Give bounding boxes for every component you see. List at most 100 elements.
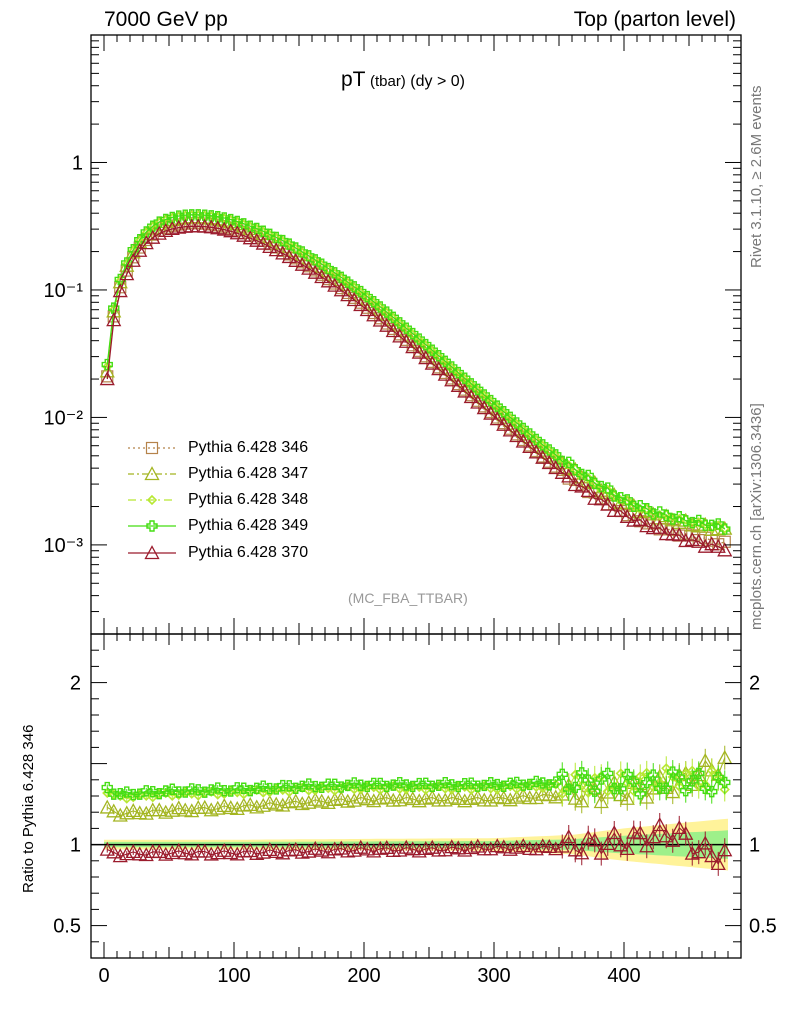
data-point — [691, 533, 707, 548]
ratio-data-point — [671, 820, 687, 835]
ratio-data-point — [593, 845, 609, 860]
ratio-data-point — [589, 785, 601, 797]
ratio-data-point — [333, 840, 349, 855]
ratio-data-point — [112, 807, 128, 822]
axes: 1 10⁻¹ 10⁻² 10⁻³ 0.5 0.5 1 1 2 2 0 100 200 300 400 — [44, 34, 777, 987]
ratio-data-point — [491, 778, 503, 791]
ratio-data-point — [171, 842, 187, 857]
y-tick-label: 10⁻¹ — [44, 280, 84, 302]
data-point — [556, 463, 569, 477]
ratio-data-point — [99, 799, 115, 814]
data-point — [125, 252, 141, 267]
data-point — [218, 212, 230, 224]
ratio-data-point — [366, 793, 382, 808]
data-point — [509, 428, 525, 443]
data-point — [710, 538, 726, 553]
data-point — [327, 277, 343, 292]
ratio-data-point — [333, 791, 349, 806]
data-point — [576, 468, 588, 481]
ratio-data-point — [112, 848, 128, 863]
data-point — [353, 297, 369, 312]
ratio-data-point — [301, 843, 317, 858]
ratio-data-point — [470, 838, 486, 853]
data-point — [522, 439, 538, 454]
data-point — [119, 266, 135, 281]
ratio-data-point — [411, 793, 427, 808]
ratio-data-point — [301, 794, 317, 809]
ratio-data-point — [138, 847, 154, 862]
data-point — [600, 496, 616, 511]
ratio-data-point — [106, 803, 122, 818]
data-point — [680, 515, 692, 527]
ratio-data-point — [647, 769, 659, 781]
data-point — [405, 339, 421, 354]
ratio-data-point — [515, 838, 531, 853]
ratio-data-point — [314, 793, 330, 808]
legend-symbol — [146, 494, 158, 506]
ratio-data-point — [184, 803, 200, 818]
data-point — [580, 473, 596, 488]
data-point — [424, 355, 440, 370]
ratio-data-point — [275, 797, 291, 812]
ratio-data-point — [229, 801, 245, 816]
data-point — [132, 242, 148, 257]
ratio-data-point — [583, 787, 594, 798]
ratio-data-point — [639, 789, 655, 804]
ratio-data-point — [249, 799, 265, 814]
x-tick-label: 300 — [477, 965, 510, 987]
ratio-data-point — [288, 841, 304, 856]
data-point — [359, 302, 375, 317]
data-point — [314, 269, 330, 284]
data-point — [212, 211, 224, 223]
series-pythia-6.428-347 — [99, 209, 733, 536]
ratio-data-point — [567, 790, 583, 805]
ratio-data-point — [158, 846, 174, 861]
data-point — [249, 232, 265, 247]
ratio-data-point — [229, 846, 245, 861]
ratio-data-point — [593, 794, 609, 809]
ratio-data-point — [652, 817, 668, 832]
data-point — [717, 542, 733, 557]
ratio-data-point — [537, 777, 549, 789]
ratio-data-point — [569, 781, 581, 794]
ratio-data-point — [635, 771, 646, 782]
data-point — [463, 389, 479, 404]
ratio-data-point — [307, 791, 323, 806]
legend-entry-349: Pythia 6.428 349 — [128, 515, 308, 537]
data-point — [205, 210, 217, 222]
y-tick-label: 10⁻³ — [44, 535, 84, 557]
series-pythia-6.428-349 — [101, 209, 731, 535]
ratio-data-point — [602, 786, 613, 797]
data-point — [574, 478, 590, 493]
ratio-data-point — [359, 841, 375, 856]
ratio-data-point — [424, 789, 440, 804]
ratio-data-point — [437, 842, 453, 857]
data-point — [697, 538, 713, 553]
ratio-data-point — [353, 839, 369, 854]
ratio-data-point — [355, 779, 367, 791]
data-point — [307, 264, 323, 279]
ratio-data-point — [392, 842, 408, 857]
data-point — [229, 225, 245, 240]
ratio-data-point — [502, 841, 518, 856]
legend-label-347: Pythia 6.428 347 — [188, 465, 309, 482]
data-point — [385, 323, 401, 338]
data-point — [437, 366, 453, 381]
y-tick-label: 10⁻² — [44, 407, 84, 429]
data-point — [145, 229, 161, 244]
ratio-data-point — [348, 777, 360, 789]
ratio-data-point — [242, 843, 258, 858]
ratio-data-point — [632, 825, 648, 840]
ratio-data-point — [639, 838, 655, 853]
ratio-y-tick-label-right: 2 — [749, 673, 760, 695]
ratio-data-point — [528, 790, 544, 805]
plot-title-sub: (tbar) — [369, 73, 406, 90]
data-point — [496, 416, 512, 431]
data-point — [255, 235, 271, 250]
plot-title: pT (tbar) (dy > 0) — [341, 68, 465, 92]
ratio-data-point — [557, 788, 568, 800]
ratio-data-point — [509, 789, 525, 804]
ratio-data-point — [580, 829, 596, 844]
ratio-data-point — [255, 844, 271, 859]
mcplots-reference-label: mcplots.cern.ch [arXiv:1306.3436] — [748, 403, 765, 630]
